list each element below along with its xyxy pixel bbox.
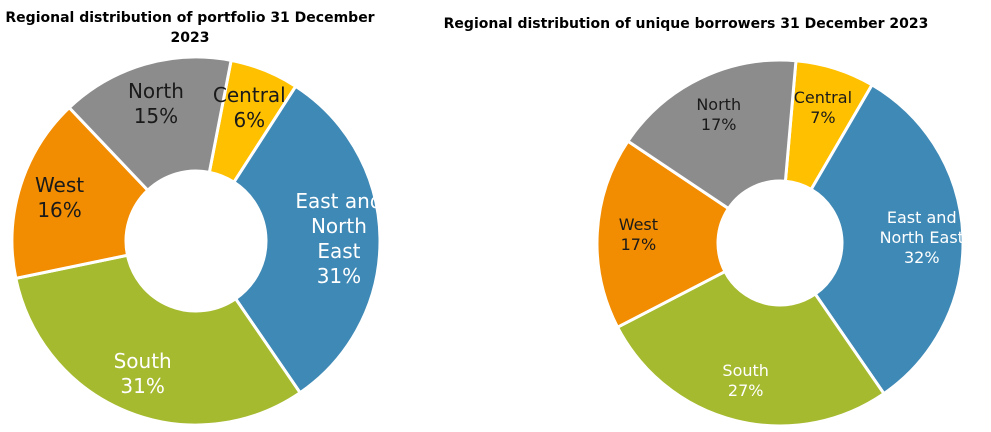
chart-title: Regional distribution of unique borrower…: [443, 16, 929, 32]
category-label: South: [722, 360, 769, 380]
donut-slice: [615, 269, 887, 428]
slice-label: South 31%: [98, 349, 188, 399]
value-label: 31%: [316, 263, 362, 288]
value-label: 15%: [133, 103, 179, 128]
value-label: 32%: [903, 247, 940, 267]
category-label: Central: [793, 87, 853, 107]
category-label: North: [127, 78, 184, 103]
value-label: 27%: [727, 380, 764, 400]
donut-slice: [231, 84, 382, 395]
slice-label: North 17%: [674, 95, 764, 135]
slice-label: South 27%: [701, 361, 791, 401]
donut-slice: [67, 55, 233, 193]
slice-label: North 15%: [111, 79, 201, 129]
donut-slice: [809, 82, 965, 396]
donut-slice: [10, 105, 150, 281]
slice-label: Central 7%: [778, 88, 868, 128]
donut-slice: [14, 253, 303, 427]
category-label: East and North East: [295, 188, 383, 263]
value-label: 6%: [233, 108, 266, 133]
donut-slice: [625, 58, 798, 211]
slice-label: West 17%: [593, 215, 683, 255]
category-label: North: [696, 95, 742, 115]
value-label: 17%: [620, 235, 657, 255]
category-label: East and North East: [879, 207, 964, 247]
chart-title: Regional distribution of portfolio 31 De…: [5, 10, 375, 46]
slice-label: East and North East 32%: [877, 208, 967, 268]
slice-label: East and North East 31%: [294, 189, 384, 289]
value-label: 7%: [810, 107, 836, 127]
category-label: West: [618, 215, 659, 235]
value-label: 31%: [120, 373, 165, 398]
value-label: 16%: [37, 198, 82, 223]
category-label: Central: [212, 83, 286, 108]
category-label: West: [34, 173, 85, 198]
slice-label: Central 6%: [204, 83, 294, 133]
category-label: South: [113, 348, 172, 373]
slice-label: West 16%: [15, 173, 105, 223]
value-label: 17%: [700, 115, 737, 135]
